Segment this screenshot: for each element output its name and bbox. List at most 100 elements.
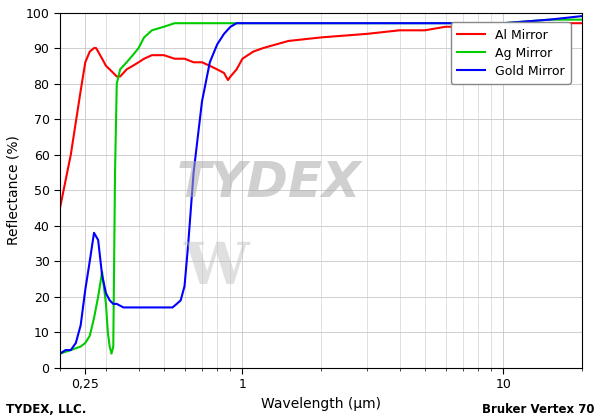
Al Mirror — [442, 24, 449, 29]
Gold Mirror — [173, 301, 181, 306]
Al Mirror — [92, 46, 100, 51]
Ag Mirror — [103, 301, 110, 306]
Al Mirror — [91, 46, 98, 51]
Al Mirror — [110, 71, 117, 76]
Gold Mirror — [546, 17, 553, 22]
Gold Mirror — [206, 60, 214, 65]
Al Mirror — [239, 56, 246, 61]
Ag Mirror — [317, 21, 325, 26]
Al Mirror — [135, 60, 142, 65]
Al Mirror — [103, 64, 110, 69]
Ag Mirror — [116, 67, 124, 72]
Legend: Al Mirror, Ag Mirror, Gold Mirror: Al Mirror, Ag Mirror, Gold Mirror — [451, 22, 571, 84]
Gold Mirror — [91, 230, 98, 235]
Ag Mirror — [86, 334, 94, 339]
Al Mirror — [148, 53, 155, 58]
Al Mirror — [106, 67, 113, 72]
Gold Mirror — [578, 14, 586, 19]
Gold Mirror — [227, 24, 234, 29]
Ag Mirror — [108, 351, 115, 356]
Ag Mirror — [98, 270, 106, 275]
Al Mirror — [181, 56, 188, 61]
Ag Mirror — [227, 21, 234, 26]
Gold Mirror — [140, 305, 148, 310]
Gold Mirror — [421, 21, 428, 26]
Ag Mirror — [460, 21, 467, 26]
Al Mirror — [98, 56, 106, 61]
Al Mirror — [116, 74, 124, 79]
Gold Mirror — [220, 31, 227, 36]
Ag Mirror — [82, 340, 89, 345]
Line: Ag Mirror: Ag Mirror — [60, 20, 582, 354]
Al Mirror — [160, 53, 167, 58]
X-axis label: Wavelength (μm): Wavelength (μm) — [261, 397, 381, 411]
Ag Mirror — [181, 21, 188, 26]
Gold Mirror — [199, 99, 206, 104]
Ag Mirror — [500, 21, 507, 26]
Gold Mirror — [148, 305, 155, 310]
Gold Mirror — [120, 305, 127, 310]
Al Mirror — [67, 152, 74, 157]
Gold Mirror — [98, 273, 106, 278]
Al Mirror — [488, 21, 495, 26]
Gold Mirror — [169, 305, 176, 310]
Gold Mirror — [103, 291, 110, 296]
Al Mirror — [259, 46, 266, 51]
Gold Mirror — [214, 42, 221, 47]
Gold Mirror — [239, 21, 246, 26]
Gold Mirror — [62, 348, 69, 353]
Gold Mirror — [259, 21, 266, 26]
Al Mirror — [250, 49, 257, 54]
Line: Gold Mirror: Gold Mirror — [60, 16, 582, 354]
Al Mirror — [475, 24, 482, 29]
Gold Mirror — [460, 21, 467, 26]
Al Mirror — [396, 28, 403, 33]
Gold Mirror — [233, 21, 240, 26]
Al Mirror — [460, 24, 467, 29]
Al Mirror — [227, 74, 234, 79]
Gold Mirror — [165, 305, 172, 310]
Ag Mirror — [239, 21, 246, 26]
Ag Mirror — [148, 28, 155, 33]
Text: Bruker Vertex 70: Bruker Vertex 70 — [482, 403, 594, 416]
Gold Mirror — [113, 301, 121, 306]
Ag Mirror — [285, 21, 292, 26]
Al Mirror — [421, 28, 428, 33]
Ag Mirror — [140, 35, 148, 40]
Al Mirror — [56, 206, 64, 211]
Ag Mirror — [126, 56, 133, 61]
Gold Mirror — [95, 237, 102, 242]
Ag Mirror — [135, 46, 142, 51]
Al Mirror — [129, 64, 136, 69]
Y-axis label: Reflectance (%): Reflectance (%) — [6, 135, 20, 245]
Ag Mirror — [199, 21, 206, 26]
Gold Mirror — [317, 21, 325, 26]
Ag Mirror — [171, 21, 178, 26]
Ag Mirror — [67, 348, 74, 353]
Al Mirror — [546, 21, 553, 26]
Gold Mirror — [190, 170, 197, 175]
Ag Mirror — [95, 294, 102, 299]
Gold Mirror — [82, 287, 89, 292]
Al Mirror — [500, 24, 507, 29]
Al Mirror — [199, 60, 206, 65]
Al Mirror — [82, 60, 89, 65]
Al Mirror — [140, 56, 148, 61]
Ag Mirror — [578, 17, 586, 22]
Ag Mirror — [546, 17, 553, 22]
Line: Al Mirror: Al Mirror — [60, 23, 582, 208]
Ag Mirror — [110, 344, 117, 349]
Al Mirror — [520, 21, 527, 26]
Ag Mirror — [123, 60, 130, 65]
Gold Mirror — [285, 21, 292, 26]
Al Mirror — [214, 67, 221, 72]
Ag Mirror — [104, 330, 112, 335]
Gold Mirror — [72, 340, 79, 345]
Al Mirror — [233, 67, 240, 72]
Ag Mirror — [364, 21, 371, 26]
Gold Mirror — [126, 305, 133, 310]
Ag Mirror — [91, 316, 98, 321]
Gold Mirror — [181, 284, 188, 289]
Text: TYDEX, LLC.: TYDEX, LLC. — [6, 403, 86, 416]
Ag Mirror — [129, 53, 136, 58]
